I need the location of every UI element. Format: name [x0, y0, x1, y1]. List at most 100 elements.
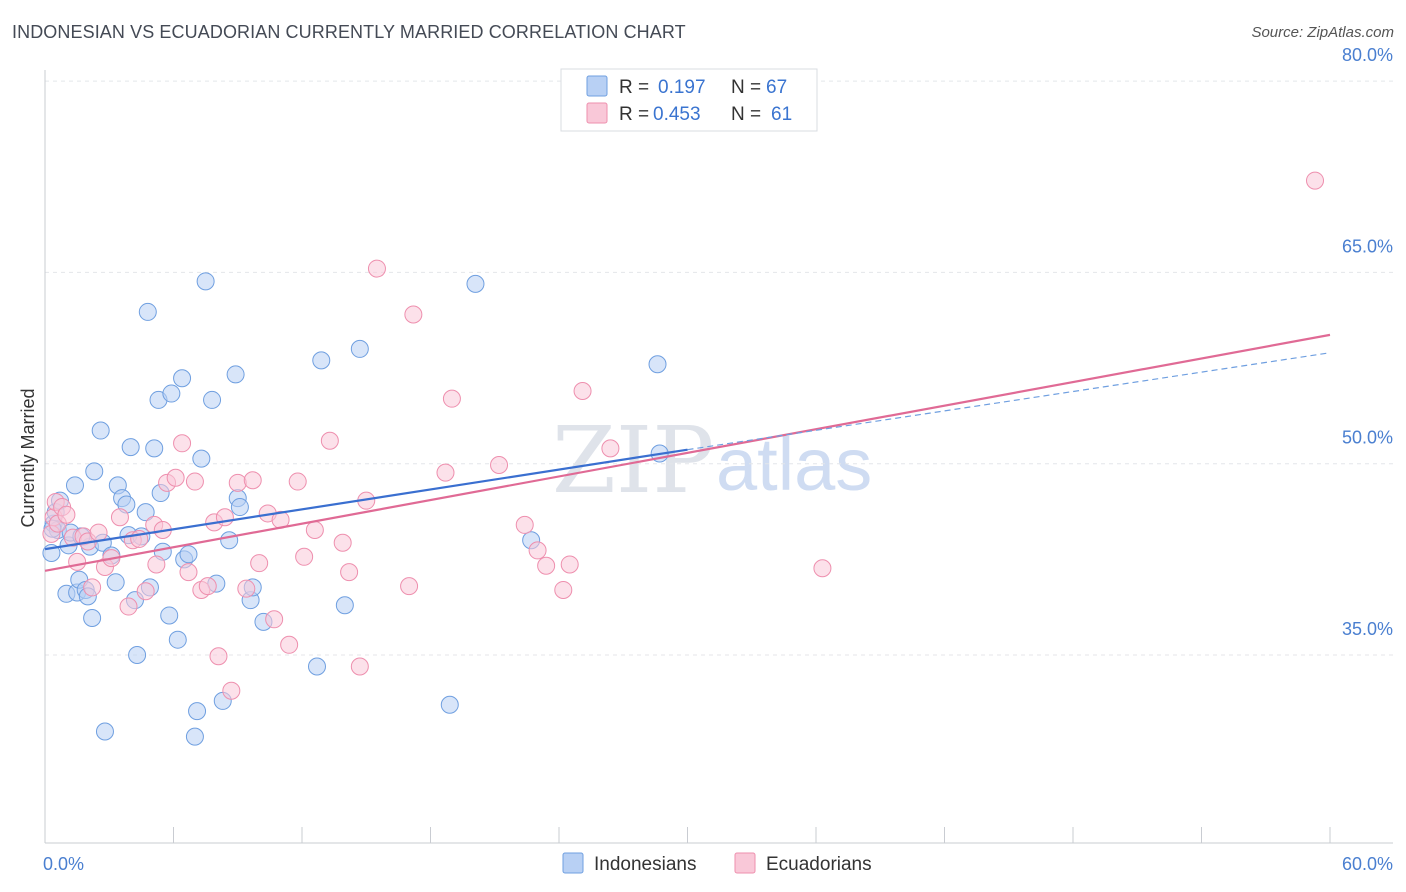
indonesian-point-58: [335, 596, 354, 615]
ecuadorian-point-10: [83, 578, 102, 597]
indonesians-trend-line-dashed: [687, 352, 1331, 451]
y-tick-label-50: 50.0%: [1342, 428, 1393, 448]
ecuadorian-point-7: [68, 552, 87, 571]
source-credit: Source: ZipAtlas.com: [1251, 24, 1394, 41]
bottom-legend-swatch-ecuadorians: [734, 852, 756, 874]
indonesian-point-46: [203, 390, 222, 409]
legend-n-value-indonesians: 67: [766, 77, 787, 98]
indonesian-point-16: [91, 421, 110, 440]
x-tick-label-min: 0.0%: [43, 854, 84, 874]
legend-r-value-indonesians: 0.197: [658, 77, 706, 98]
legend-r-label-ecuadorians: R =: [619, 104, 649, 125]
indonesian-point-15: [85, 462, 104, 481]
legend-box: R = 0.197 N = 67 R = 0.453 N = 61: [560, 68, 818, 132]
ecuadorian-point-38: [265, 610, 284, 629]
watermark-zip: ZIP: [552, 407, 714, 514]
ecuadorian-point-43: [305, 521, 324, 540]
y-tick-label-65: 65.0%: [1342, 236, 1393, 256]
y-tick-label-80: 80.0%: [1342, 45, 1393, 65]
indonesian-point-52: [230, 498, 249, 517]
axes: [44, 70, 1393, 844]
ecuadorian-point-46: [340, 563, 359, 582]
indonesian-point-45: [196, 272, 215, 291]
ecuadorian-point-28: [198, 577, 217, 596]
ecuadorian-point-54: [490, 455, 509, 474]
ecuadorian-point-55: [515, 515, 534, 534]
ecuadorian-point-42: [295, 547, 314, 566]
ecuadorian-point-59: [560, 555, 579, 574]
ecuadorian-point-15: [119, 597, 138, 616]
ecuadorian-point-61: [601, 439, 620, 458]
legend-swatch-indonesians: [586, 75, 608, 97]
ecuadorian-point-11: [89, 523, 108, 542]
indonesian-point-41: [179, 545, 198, 564]
indonesian-point-14: [83, 609, 102, 628]
ecuadorian-point-34: [237, 579, 256, 598]
ecuadorian-point-35: [243, 471, 262, 490]
legend-n-value-ecuadorians: 61: [771, 104, 792, 125]
indonesian-point-50: [226, 365, 245, 384]
chart-title: INDONESIAN VS ECUADORIAN CURRENTLY MARRI…: [12, 22, 686, 42]
bottom-legend-swatch-indonesians: [562, 852, 584, 874]
indonesian-point-43: [185, 727, 204, 746]
indonesian-point-30: [138, 302, 157, 321]
indonesian-point-57: [312, 351, 331, 370]
ecuadorian-point-45: [333, 533, 352, 552]
bottom-legend-indonesians: Indonesians: [594, 854, 696, 875]
legend-n-label-indonesians: N =: [731, 77, 761, 98]
ecuadorian-point-47: [350, 657, 369, 676]
indonesian-point-60: [440, 695, 459, 714]
x-tick-label-max: 60.0%: [1342, 854, 1393, 874]
ecuadorian-point-52: [436, 463, 455, 482]
ecuadorian-point-60: [573, 382, 592, 401]
ecuadorian-point-23: [166, 468, 185, 487]
indonesians-trend-line: [44, 448, 688, 551]
ecuadorian-point-5: [57, 505, 76, 524]
watermark: ZIP atlas: [552, 407, 872, 514]
ecuadorian-point-62: [813, 559, 832, 578]
ecuadorian-point-57: [537, 556, 556, 575]
legend-r-value-ecuadorians: 0.453: [653, 104, 701, 125]
bottom-legend-ecuadorians: Ecuadorians: [766, 854, 872, 875]
indonesian-point-18: [95, 722, 114, 741]
ecuadorian-point-41: [288, 472, 307, 491]
ecuadorian-point-49: [367, 259, 386, 278]
ecuadorian-point-63: [1306, 171, 1325, 190]
ecuadorian-point-36: [250, 554, 269, 573]
bottom-legend: Indonesians Ecuadorians: [562, 852, 872, 875]
y-axis-label: Currently Married: [18, 388, 38, 527]
indonesian-point-20: [106, 573, 125, 592]
legend-swatch-ecuadorians: [586, 102, 608, 124]
ecuadorian-point-32: [222, 681, 241, 700]
legend-r-label-indonesians: R =: [619, 77, 649, 98]
ecuadorian-point-50: [400, 577, 419, 596]
watermark-atlas: atlas: [716, 423, 872, 506]
indonesian-point-8: [65, 476, 84, 495]
indonesian-point-44: [192, 449, 211, 468]
indonesian-point-36: [160, 606, 179, 625]
ecuadorian-point-53: [442, 389, 461, 408]
indonesian-point-39: [173, 369, 192, 388]
indonesian-point-59: [350, 339, 369, 358]
indonesian-point-56: [307, 657, 326, 676]
ecuadorian-point-18: [136, 582, 155, 601]
ecuadorians-trend-line: [44, 333, 1331, 572]
ecuadorian-point-51: [404, 305, 423, 324]
ecuadorian-point-33: [228, 473, 247, 492]
ecuadorian-point-26: [185, 472, 204, 491]
ecuadorian-point-40: [280, 635, 299, 654]
indonesian-point-61: [466, 274, 485, 293]
y-tick-labels: 35.0% 50.0% 65.0% 80.0%: [1342, 45, 1393, 639]
y-tick-label-35: 35.0%: [1342, 619, 1393, 639]
indonesian-point-49: [220, 531, 239, 550]
ecuadorian-point-56: [528, 541, 547, 560]
indonesian-point-42: [188, 702, 207, 721]
indonesian-point-63: [648, 355, 667, 374]
trend-lines: [44, 333, 1331, 572]
indonesian-point-27: [128, 646, 147, 664]
ecuadorian-point-30: [209, 647, 228, 666]
ecuadorian-point-20: [147, 555, 166, 574]
indonesian-point-29: [136, 503, 155, 522]
ecuadorian-point-14: [110, 508, 129, 527]
